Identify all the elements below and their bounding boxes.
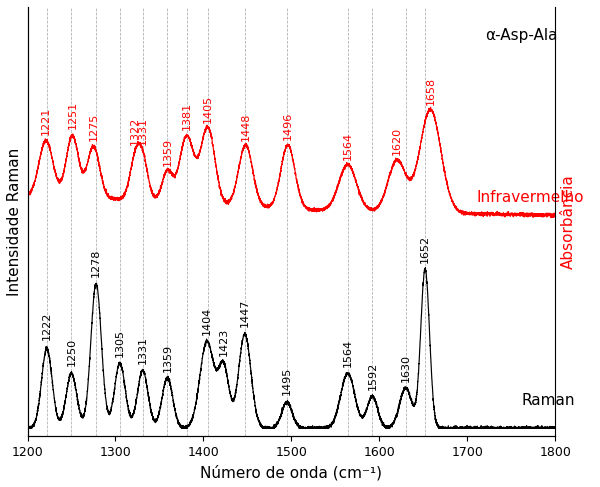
Text: Infravermelho: Infravermelho [476,190,584,205]
Text: 1448: 1448 [241,112,251,141]
Text: 1496: 1496 [283,112,293,140]
Text: 1620: 1620 [392,127,402,155]
Text: 1251: 1251 [67,101,77,130]
Text: 1592: 1592 [367,362,377,390]
Text: 1630: 1630 [401,354,411,382]
Text: 1381: 1381 [182,102,192,130]
Text: 1305: 1305 [115,329,125,357]
X-axis label: Número de onda (cm⁻¹): Número de onda (cm⁻¹) [200,465,382,480]
Text: α-Asp-Ala: α-Asp-Ala [485,28,557,42]
Y-axis label: Intensidade Raman: Intensidade Raman [7,148,22,296]
Text: 1331: 1331 [138,336,148,364]
Text: 1652: 1652 [420,235,430,263]
Text: 1278: 1278 [91,249,101,277]
Text: 1423: 1423 [218,328,229,356]
Text: 1359: 1359 [163,137,172,166]
Text: 1564: 1564 [343,132,353,160]
Text: 1359: 1359 [163,344,172,372]
Text: 1404: 1404 [202,307,212,336]
Text: 1658: 1658 [425,77,436,105]
Text: 1405: 1405 [203,94,213,123]
Text: 1222: 1222 [42,312,52,340]
Text: 1275: 1275 [88,112,98,141]
Text: 1564: 1564 [343,338,353,367]
Text: 1221: 1221 [41,107,51,135]
Text: Raman: Raman [522,393,575,408]
Text: 1447: 1447 [240,299,250,327]
Y-axis label: Absorbância: Absorbância [561,174,576,269]
Text: 1331: 1331 [138,117,148,145]
Text: 1495: 1495 [282,367,292,395]
Text: 1250: 1250 [67,338,76,366]
Text: 1322: 1322 [130,117,140,146]
